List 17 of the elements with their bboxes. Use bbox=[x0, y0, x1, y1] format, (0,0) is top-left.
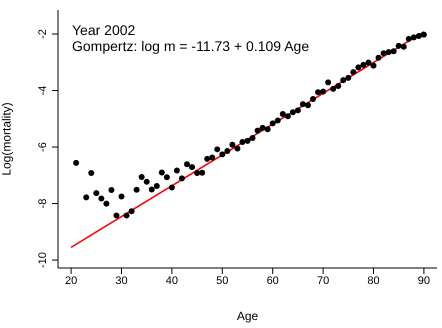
x-tick-label: 80 bbox=[367, 274, 380, 287]
y-tick-label: -8 bbox=[37, 198, 49, 208]
annotation: Year 2002 bbox=[72, 22, 136, 38]
y-axis-title: Log(mortality) bbox=[0, 102, 14, 176]
x-tick-label: 50 bbox=[216, 274, 228, 287]
x-tick-label: 70 bbox=[316, 274, 330, 287]
x-tick-label: 60 bbox=[266, 274, 279, 287]
x-axis-title: Age bbox=[236, 309, 258, 323]
annotation: Gompertz: log m = -11.73 + 0.109 Age bbox=[72, 38, 310, 54]
y-tick-label: -10 bbox=[37, 252, 49, 268]
y-tick-label: -6 bbox=[37, 142, 49, 152]
x-tick-label: 40 bbox=[166, 274, 178, 287]
x-tick-label: 20 bbox=[64, 274, 78, 287]
x-tick-label: 90 bbox=[418, 274, 430, 287]
y-tick-label: -4 bbox=[37, 86, 49, 96]
y-tick-label: -2 bbox=[37, 29, 49, 39]
x-tick-label: 30 bbox=[115, 274, 128, 287]
